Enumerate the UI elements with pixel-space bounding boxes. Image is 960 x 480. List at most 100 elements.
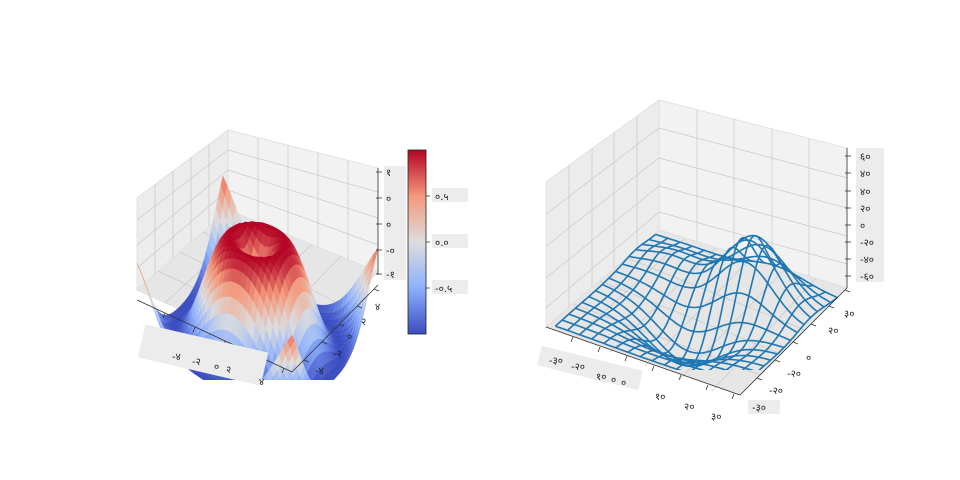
colorbar: -०.५ ०.० ०.५ <box>407 149 468 335</box>
surface-facet <box>293 388 300 396</box>
surface-facet <box>223 389 230 391</box>
surface-facet <box>249 394 256 397</box>
surface-facet <box>276 389 283 397</box>
wireframe-axes: -३० -२० १० ० ० १० २० ३० -३० -२० -२० ० २०… <box>537 99 884 423</box>
surface-facet <box>321 385 328 388</box>
surface-facet <box>261 373 269 380</box>
surface-facet <box>287 334 295 349</box>
surface-facet <box>301 394 308 396</box>
x-tick-label: ० <box>214 362 219 373</box>
wireframe-line <box>566 237 669 331</box>
x-tick-label: -२० <box>571 362 585 373</box>
surface-facet <box>271 385 278 395</box>
y-tick-label: ० <box>347 332 352 343</box>
surface-facet <box>241 388 248 395</box>
x-tick-label: १० <box>655 392 665 403</box>
surface-facet <box>267 390 274 398</box>
surface-facet <box>210 384 217 386</box>
surface-facet <box>236 392 243 395</box>
surface-facet <box>321 379 323 380</box>
z-tick-label: -० <box>386 246 395 257</box>
wireframe-line <box>691 244 790 370</box>
y-tick-label: -४ <box>315 366 324 377</box>
surface-facet <box>316 387 323 391</box>
wireframe-line <box>741 291 826 370</box>
wireframe-line <box>621 260 805 326</box>
wireframe-line <box>627 256 729 355</box>
surface-facet <box>312 379 313 380</box>
surface-facet <box>314 387 321 392</box>
surface-facet <box>278 385 285 395</box>
y-tick-labels: -४ -२ ० २ ४ <box>315 302 380 377</box>
wireframe-line <box>615 253 717 349</box>
surface-facet <box>294 394 301 397</box>
colorbar-gradient <box>407 149 427 335</box>
surface-facet <box>256 393 263 398</box>
wireframe-line <box>664 236 766 367</box>
surface-facet <box>284 385 291 395</box>
surface-facet <box>251 394 258 398</box>
surface-facet <box>283 389 290 397</box>
surface-facet <box>256 391 263 397</box>
surface-facet <box>240 391 247 395</box>
z-tick-label: ० <box>386 220 391 231</box>
surface-facet <box>215 386 222 388</box>
surface-facet <box>285 378 288 380</box>
surface-facet <box>234 391 241 395</box>
surface-facet <box>321 376 328 380</box>
surface-facet <box>271 398 278 399</box>
z-tick-marks <box>845 155 851 277</box>
surface-facet <box>265 398 272 399</box>
surface-facet <box>252 389 259 397</box>
surface-facet <box>285 383 292 394</box>
surface-facet <box>296 392 303 397</box>
wireframe-line <box>725 282 814 370</box>
surface-facet <box>226 386 233 392</box>
colorbar-tick-label-bg <box>432 280 468 294</box>
x-tick-labels: -४ -२ ० २ ४ <box>172 352 264 388</box>
x-tick-labels: -३० -२० १० ० ० १० २० ३० <box>549 356 721 423</box>
surface-facet <box>264 383 271 394</box>
surface-facet <box>232 392 239 395</box>
surface-facet <box>280 391 287 398</box>
x-tick-label-bg <box>137 324 269 386</box>
surface-axes: -४ -२ ० २ ४ -४ -२ ० २ ४ <box>136 129 406 399</box>
surface-facet <box>276 395 283 399</box>
surface-facet <box>227 391 234 393</box>
surface-facet <box>267 395 274 399</box>
surface-facet <box>219 388 226 390</box>
z-tick-labels: ६० ४० ४० २० ० -२० -४० -६० <box>860 152 874 283</box>
z-tick-label: ० <box>860 221 865 232</box>
y-tick-label: ० <box>806 353 811 364</box>
surface-facet <box>278 398 285 399</box>
wireframe-line <box>758 296 838 370</box>
surface-facet <box>232 381 239 390</box>
colorbar-tick-label: -०.५ <box>435 284 452 295</box>
z-tick-label: ६० <box>860 152 870 163</box>
surface-facet <box>307 380 314 390</box>
surface-facet <box>303 388 310 394</box>
x-tick-marks <box>570 336 735 400</box>
surface-facet <box>319 386 326 390</box>
surface-facet <box>217 381 224 387</box>
y-tick-label: ३० <box>844 309 854 320</box>
surface-facet <box>260 387 267 396</box>
colorbar-tick-label: ०.० <box>435 238 449 249</box>
wireframe-grid <box>545 110 848 392</box>
surface-facet <box>265 384 272 395</box>
surface-facet <box>292 396 299 398</box>
surface-facet <box>309 384 316 392</box>
z-tick-label: -२० <box>860 238 874 249</box>
surface-facet <box>296 390 303 395</box>
surface-facet <box>300 385 307 394</box>
colorbar-tick-label-bg <box>432 234 468 248</box>
wireframe-line <box>588 295 771 367</box>
wireframe-plot <box>554 233 838 370</box>
surface-facet <box>292 384 299 394</box>
surface-facet <box>279 382 286 394</box>
y-tick-label-bg <box>748 400 780 414</box>
surface-facet <box>221 383 228 389</box>
x-tick-label: २० <box>684 402 694 413</box>
surface-facet <box>270 390 277 398</box>
surface-facet <box>273 391 280 398</box>
